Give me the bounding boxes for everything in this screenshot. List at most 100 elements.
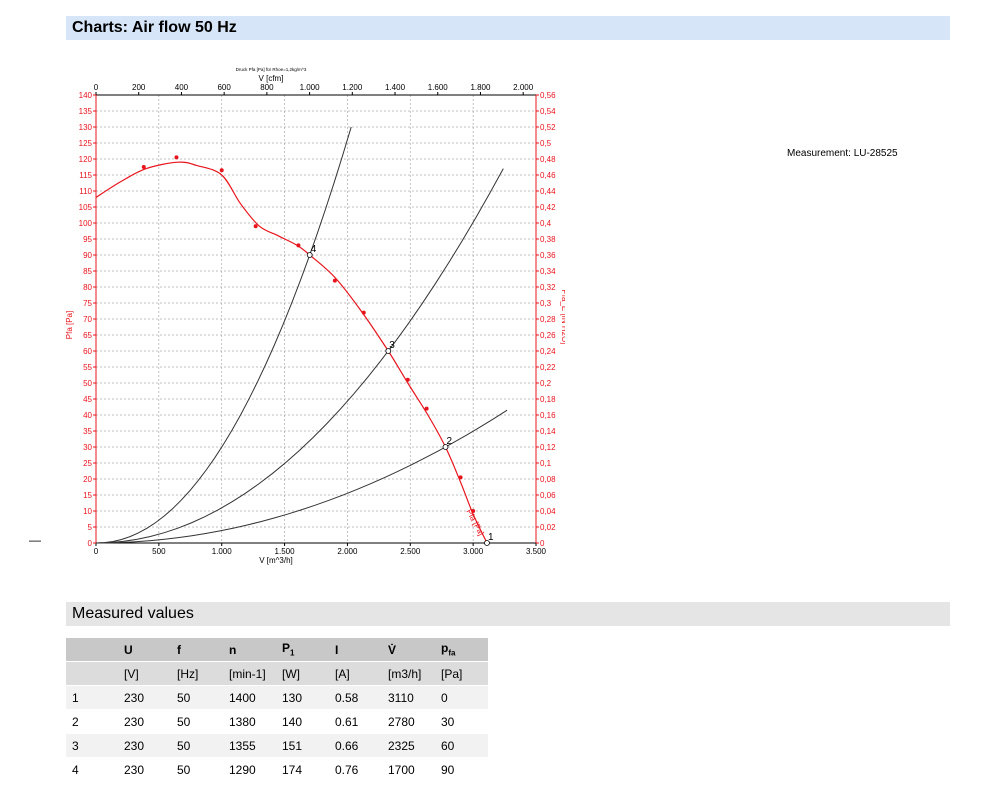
y2-axis-label: Pfa_E [IN H2O] xyxy=(560,289,565,344)
x-tick-label: 3.500 xyxy=(526,547,547,556)
y2-tick-label: 0,56 xyxy=(540,91,556,100)
y2-tick-label: 0,36 xyxy=(540,251,556,260)
table-cell: 50 xyxy=(171,709,223,734)
y-tick-label: 140 xyxy=(79,91,93,100)
x2-tick-label: 1.200 xyxy=(342,83,363,92)
table-cell: 3 xyxy=(66,733,118,758)
x2-tick-label: 400 xyxy=(175,83,189,92)
y-tick-label: 75 xyxy=(83,299,92,308)
y2-tick-label: 0,46 xyxy=(540,171,556,180)
y2-tick-label: 0,34 xyxy=(540,267,556,276)
system-curve xyxy=(95,168,504,544)
table-cell: 3110 xyxy=(382,685,435,710)
table-cell: 1 xyxy=(66,685,118,710)
y2-tick-label: 0,14 xyxy=(540,427,556,436)
table-cell: 50 xyxy=(171,685,223,710)
operating-points: 1 2 3 4 xyxy=(306,244,494,546)
x-tick-label: 2.000 xyxy=(337,547,358,556)
table-cell: 230 xyxy=(118,685,171,710)
fan-curve-marker xyxy=(471,509,476,513)
y-tick-label: 35 xyxy=(83,427,92,436)
y-tick-label: 25 xyxy=(83,459,92,468)
y2-tick-label: 0,42 xyxy=(540,203,556,212)
y2-tick-label: 0,54 xyxy=(540,107,556,116)
table-cell: 0.76 xyxy=(329,757,382,782)
y-tick-label: 65 xyxy=(83,331,92,340)
x2-axis-label: V [cfm] xyxy=(259,74,284,83)
y-tick-label: 45 xyxy=(83,395,92,404)
table-cell: 174 xyxy=(276,757,329,782)
x-tick-label: 1.000 xyxy=(212,547,233,556)
table-cell: 2780 xyxy=(382,709,435,734)
charts-section-header: Charts: Air flow 50 Hz xyxy=(66,16,950,40)
y2-tick-label: 0,3 xyxy=(540,299,552,308)
y-tick-label: 50 xyxy=(83,379,92,388)
table-cell: 0.61 xyxy=(329,709,382,734)
dash-mark: — xyxy=(29,533,41,547)
fan-curve xyxy=(95,161,488,544)
y2-tick-label: 0,48 xyxy=(540,155,556,164)
y2-tick-label: 0,32 xyxy=(540,283,556,292)
table-cell: 60 xyxy=(435,733,488,758)
table-cell: 1290 xyxy=(223,757,276,782)
x2-tick-label: 800 xyxy=(260,83,274,92)
y2-tick-label: 0,24 xyxy=(540,347,556,356)
y-tick-label: 40 xyxy=(83,411,92,420)
y2-tick-label: 0,04 xyxy=(540,507,556,516)
unit-cell: [Hz] xyxy=(171,661,223,686)
table-cell: 1380 xyxy=(223,709,276,734)
y-tick-label: 85 xyxy=(83,267,92,276)
x2-tick-label: 1.600 xyxy=(428,83,449,92)
table-cell: 2325 xyxy=(382,733,435,758)
fan-curve-group: Pfa [Pa] xyxy=(95,155,488,544)
table-cell: 0 xyxy=(435,685,488,710)
y-tick-label: 15 xyxy=(83,491,92,500)
y2-tick-label: 0,12 xyxy=(540,443,556,452)
table-body: 1 230 50 1400 130 0.58 3110 0 2 230 50 1380 140 0.61 2… xyxy=(66,685,488,782)
y2-tick-label: 0,5 xyxy=(540,139,552,148)
x2-tick-label: 200 xyxy=(132,83,146,92)
x-tick-label: 3.000 xyxy=(463,547,484,556)
fan-curve-marker xyxy=(174,155,179,160)
table-cell: 130 xyxy=(276,685,329,710)
fan-curve-marker xyxy=(219,168,224,173)
table-cell: 2 xyxy=(66,709,118,734)
measured-title: Measured values xyxy=(72,605,194,622)
x2-tick-label: 1.000 xyxy=(300,83,321,92)
fan-curve-marker xyxy=(141,165,146,169)
y-tick-label: 5 xyxy=(88,523,93,532)
x-tick-label: 2.500 xyxy=(400,547,421,556)
y-tick-label: 100 xyxy=(79,219,93,228)
unit-cell: [A] xyxy=(329,661,382,686)
y-tick-label: 80 xyxy=(83,283,92,292)
x-axis-label: V [m^3/h] xyxy=(259,556,293,565)
fan-curve-marker xyxy=(296,243,301,248)
unit-cell xyxy=(66,661,118,686)
column-header: n xyxy=(223,638,276,662)
y2-tick-label: 0,26 xyxy=(540,331,556,340)
measurement-label: Measurement: LU-28525 xyxy=(787,148,898,159)
table-cell: 140 xyxy=(276,709,329,734)
unit-cell: [V] xyxy=(118,661,171,686)
y-axis-label: Pfa [Pa] xyxy=(65,311,74,339)
y-tick-label: 0 xyxy=(88,539,93,548)
y-tick-label: 55 xyxy=(83,363,92,372)
table-cell: 0.66 xyxy=(329,733,382,758)
system-curves xyxy=(95,126,508,544)
table-units-row: [V] [Hz] [min-1] [W] [A] [m3/h] [Pa] xyxy=(66,661,488,686)
y-tick-label: 10 xyxy=(83,507,92,516)
y-tick-label: 20 xyxy=(83,475,92,484)
x-tick-label: 0 xyxy=(94,547,99,556)
y2-tick-label: 0,18 xyxy=(540,395,556,404)
y-tick-label: 95 xyxy=(83,235,92,244)
y2-tick-label: 0,52 xyxy=(540,123,556,132)
charts-title: Charts: Air flow 50 Hz xyxy=(72,19,237,36)
column-header xyxy=(66,638,118,662)
table-row: 4 230 50 1290 174 0.76 1700 90 xyxy=(66,757,488,782)
x2-tick-label: 2.000 xyxy=(513,83,534,92)
y-tick-label: 135 xyxy=(79,107,93,116)
y2-tick-label: 0,38 xyxy=(540,235,556,244)
operating-point xyxy=(484,540,490,546)
